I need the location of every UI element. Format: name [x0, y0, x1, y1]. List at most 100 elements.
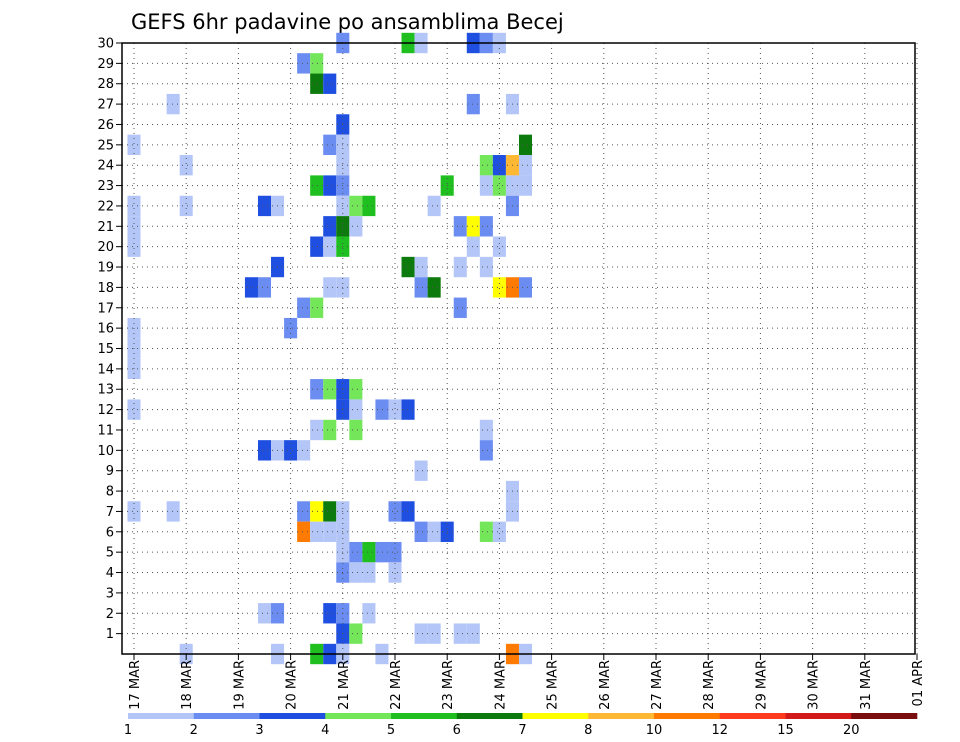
colorbar-swatch [260, 713, 326, 719]
heatmap-cell [388, 399, 401, 419]
heatmap-cell [349, 420, 362, 440]
heatmap-cell [323, 74, 336, 94]
heatmap-cell [415, 623, 428, 643]
colorbar-swatch [786, 713, 852, 719]
heatmap-cell [297, 298, 310, 318]
y-tick-label: 1 [106, 627, 114, 642]
heatmap-cell [454, 298, 467, 318]
heatmap-cell [349, 542, 362, 562]
heatmap-cell [362, 603, 375, 623]
plot-frame [122, 43, 915, 654]
heatmap-cell [297, 501, 310, 521]
heatmap-cell [323, 277, 336, 297]
heatmap-cell [349, 399, 362, 419]
heatmap-cell [323, 522, 336, 542]
heatmap-cell [258, 277, 271, 297]
y-tick-label: 3 [106, 586, 114, 601]
colorbar-swatch [194, 713, 260, 719]
y-tick-label: 25 [97, 138, 114, 153]
y-tick-label: 30 [97, 37, 114, 52]
heatmap-cell [349, 216, 362, 236]
x-tick-label: 24 MAR [493, 660, 508, 710]
colorbar-label: 4 [321, 723, 329, 738]
heatmap-cell [428, 623, 441, 643]
x-tick-label: 30 MAR [807, 660, 822, 710]
colorbar-swatch [128, 713, 194, 719]
heatmap-cell [127, 399, 140, 419]
colorbar-swatch [851, 713, 917, 719]
colorbar-swatch [588, 713, 654, 719]
ensemble-precip-chart: GEFS 6hr padavine po ansamblima Becej 12… [0, 0, 960, 742]
heatmap-cell [362, 542, 375, 562]
y-tick-label: 6 [106, 525, 114, 540]
colorbar-label: 3 [255, 723, 263, 738]
y-axis: 1234567891011121314151617181920212223242… [97, 37, 122, 643]
heatmap-cell [323, 216, 336, 236]
heatmap-cell [297, 522, 310, 542]
heatmap-cell [480, 440, 493, 460]
y-tick-label: 16 [97, 322, 114, 337]
heatmap-cell [428, 196, 441, 216]
heatmap-cell [388, 542, 401, 562]
y-tick-label: 5 [106, 546, 114, 561]
x-tick-label: 26 MAR [598, 660, 613, 710]
x-tick-label: 29 MAR [754, 660, 769, 710]
colorbar-swatch [654, 713, 720, 719]
x-tick-label: 22 MAR [389, 660, 404, 710]
heatmap-cell [519, 175, 532, 195]
colorbar-swatch [720, 713, 786, 719]
y-tick-label: 7 [106, 505, 114, 520]
colorbar-label: 12 [711, 723, 728, 738]
heatmap-cell [258, 440, 271, 460]
x-tick-label: 21 MAR [337, 660, 352, 710]
colorbar-label: 20 [843, 723, 860, 738]
heatmap-cell [349, 196, 362, 216]
heatmap-cell [454, 216, 467, 236]
heatmap-cell [480, 420, 493, 440]
heatmap-cell [297, 53, 310, 73]
colorbar-label: 7 [518, 723, 526, 738]
heatmap-cell [388, 562, 401, 582]
heatmap-cell [323, 175, 336, 195]
y-tick-label: 4 [106, 566, 114, 581]
y-tick-label: 13 [97, 383, 114, 398]
colorbar-label: 10 [646, 723, 663, 738]
heatmap-cell [362, 196, 375, 216]
heatmap-cell [519, 277, 532, 297]
y-tick-label: 22 [97, 199, 114, 214]
y-tick-label: 2 [106, 607, 114, 622]
heatmap-cell [349, 379, 362, 399]
colorbar-swatch [457, 713, 523, 719]
heatmap-cell [519, 135, 532, 155]
colorbar-label: 5 [387, 723, 395, 738]
heatmap-cell [519, 155, 532, 175]
heatmap-cell [297, 440, 310, 460]
heatmap-cell [480, 175, 493, 195]
y-tick-label: 24 [97, 159, 114, 174]
heatmap-cell [415, 522, 428, 542]
colorbar-label: 2 [190, 723, 198, 738]
y-tick-label: 27 [97, 98, 114, 113]
colorbar-label: 15 [777, 723, 794, 738]
x-tick-label: 20 MAR [285, 660, 300, 710]
heatmap-cells [127, 33, 532, 664]
heatmap-cell [480, 522, 493, 542]
y-tick-label: 14 [97, 362, 114, 377]
heatmap-cell [323, 135, 336, 155]
heatmap-cell [349, 623, 362, 643]
heatmap-cell [428, 277, 441, 297]
x-tick-label: 17 MAR [128, 660, 143, 710]
y-tick-label: 12 [97, 403, 114, 418]
heatmap-cell [323, 420, 336, 440]
y-tick-label: 10 [97, 444, 114, 459]
heatmap-cell [323, 501, 336, 521]
y-tick-label: 19 [97, 261, 114, 276]
chart-title: GEFS 6hr padavine po ansamblima Becej [131, 10, 564, 34]
heatmap-cell [415, 257, 428, 277]
heatmap-cell [454, 623, 467, 643]
heatmap-cell [349, 562, 362, 582]
colorbar-swatch [523, 713, 589, 719]
x-tick-label: 27 MAR [650, 660, 665, 710]
heatmap-cell [415, 461, 428, 481]
colorbar: 1 2 3 4 5 6 7 8 10 12 15 20 [124, 713, 917, 738]
